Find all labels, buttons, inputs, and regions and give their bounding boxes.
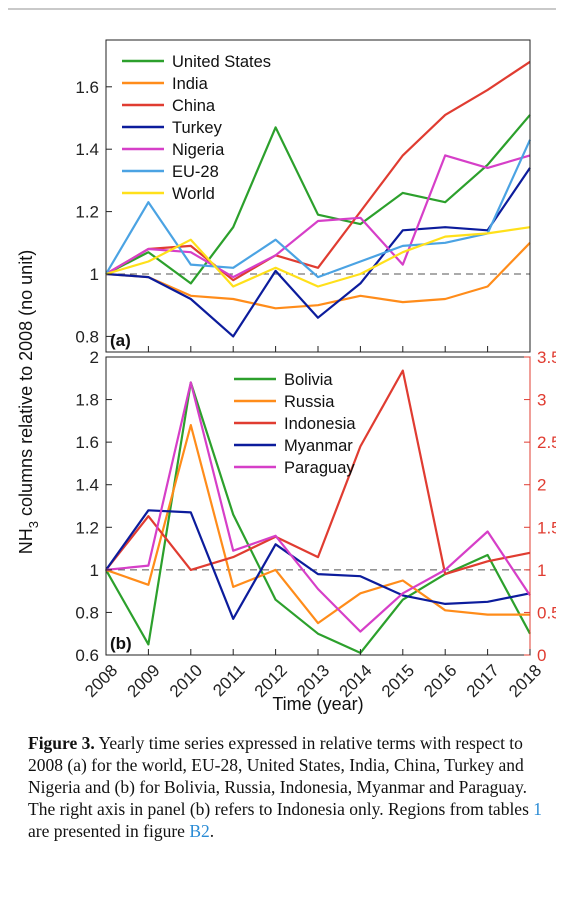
y-tick-label: 1 bbox=[90, 265, 99, 284]
x-tick-label: 2008 bbox=[81, 661, 121, 701]
y-tick-label: 1.4 bbox=[75, 476, 99, 495]
caption-text-2: are presented in figure bbox=[28, 821, 185, 841]
legend-label: EU-28 bbox=[172, 163, 219, 181]
legend-label: China bbox=[172, 97, 216, 115]
x-tick-label: 2017 bbox=[463, 661, 503, 701]
x-tick-label: 2010 bbox=[166, 661, 206, 701]
panel-b: 0.6 0.8 1 1.2 1.4 1.6 1.8 2 0 0.5 1 1.5 2 2.5 3 3.5 2008… bbox=[75, 348, 556, 701]
series-line-eu-28 bbox=[105, 139, 532, 279]
caption-label: Figure 3. bbox=[28, 733, 95, 753]
y2-tick-label: 1 bbox=[537, 561, 546, 580]
x-tick-label: 2015 bbox=[378, 661, 418, 701]
x-axis-label: Time (year) bbox=[272, 694, 363, 714]
x-tick-label: 2011 bbox=[209, 661, 248, 700]
series-line-china bbox=[105, 60, 531, 282]
figure-container: 0.8 1 1.2 1.4 1.6 (a) United States India China T… bbox=[8, 8, 556, 907]
x-tick-label: 2009 bbox=[124, 661, 164, 701]
y-tick-label: 0.6 bbox=[75, 646, 99, 665]
y2-tick-label: 3 bbox=[537, 391, 546, 410]
y-tick-label: 1 bbox=[90, 561, 99, 580]
y-tick-label: 1.6 bbox=[75, 433, 99, 452]
series-line-indonesia bbox=[105, 369, 531, 576]
panel-a: 0.8 1 1.2 1.4 1.6 (a) United States India China T… bbox=[75, 39, 532, 353]
x-tick-label: 2016 bbox=[420, 661, 460, 701]
y2-tick-label: 0.5 bbox=[537, 603, 556, 622]
panel-label: (a) bbox=[110, 331, 131, 350]
y-tick-label: 1.2 bbox=[75, 518, 99, 537]
y-tick-label: 1.8 bbox=[75, 391, 99, 410]
series-line-united-states bbox=[105, 114, 531, 285]
figure-ref-link[interactable]: B2 bbox=[189, 821, 210, 841]
legend-label: Russia bbox=[284, 393, 335, 411]
y-tick-label: 0.8 bbox=[75, 327, 99, 346]
caption-text: Yearly time series expressed in relative… bbox=[28, 733, 529, 819]
series-line-nigeria bbox=[105, 154, 531, 279]
series-line-bolivia bbox=[105, 381, 531, 655]
y2-tick-label: 2 bbox=[537, 476, 546, 495]
y2-tick-label: 1.5 bbox=[537, 518, 556, 537]
legend-label: Turkey bbox=[172, 119, 223, 137]
y-tick-label: 2 bbox=[90, 348, 99, 367]
y-tick-label: 0.8 bbox=[75, 603, 99, 622]
legend-label: India bbox=[172, 75, 209, 93]
legend-label: Paraguay bbox=[284, 459, 355, 477]
series-line-world bbox=[105, 226, 531, 288]
series-line-turkey bbox=[105, 167, 531, 338]
series-line-russia bbox=[105, 424, 530, 625]
legend-label: Indonesia bbox=[284, 415, 356, 433]
series-line-india bbox=[105, 242, 531, 310]
series-line-myanmar bbox=[105, 509, 531, 620]
legend-label: Bolivia bbox=[284, 371, 333, 389]
y-tick-label: 1.2 bbox=[75, 203, 99, 222]
legend-label: Myanmar bbox=[284, 437, 353, 455]
y-tick-label: 1.6 bbox=[75, 78, 99, 97]
y2-tick-label: 0 bbox=[537, 646, 546, 665]
y2-tick-label: 3.5 bbox=[537, 348, 556, 367]
legend-label: World bbox=[172, 185, 215, 203]
series-line-paraguay bbox=[105, 381, 531, 633]
y2-tick-label: 2.5 bbox=[537, 433, 556, 452]
table-ref-link[interactable]: 1 bbox=[533, 799, 543, 819]
legend-label: Nigeria bbox=[172, 141, 225, 159]
panel-label: (b) bbox=[110, 634, 132, 653]
legend-label: United States bbox=[172, 53, 271, 71]
y-tick-label: 1.4 bbox=[75, 140, 99, 159]
y-axis-label: NH3 columns relative to 2008 (no unit) bbox=[16, 250, 41, 554]
chart-area: 0.8 1 1.2 1.4 1.6 (a) United States India China T… bbox=[16, 39, 556, 714]
caption-end: . bbox=[209, 821, 215, 841]
figure-caption: Figure 3. Yearly time series expressed i… bbox=[28, 732, 548, 842]
x-tick-label: 2018 bbox=[505, 661, 545, 701]
